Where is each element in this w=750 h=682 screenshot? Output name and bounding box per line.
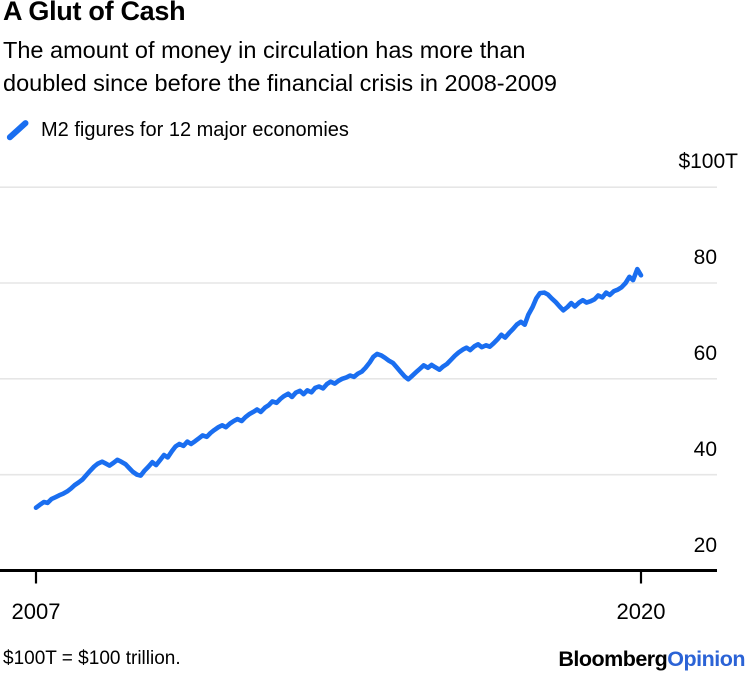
- bloomberg-opinion-logo: BloombergOpinion: [558, 646, 745, 672]
- y-axis-label-20: 20: [693, 533, 717, 557]
- y-axis-label-40: 40: [693, 437, 717, 461]
- subtitle-line-1: The amount of money in circulation has m…: [3, 37, 526, 63]
- y-axis-label-100: $100T: [678, 150, 738, 174]
- brand-bloomberg: Bloomberg: [558, 647, 668, 671]
- m2-line-series: [33, 266, 644, 511]
- subtitle-line-2: doubled since before the financial crisi…: [3, 69, 557, 96]
- y-axis-label-80: 80: [693, 246, 717, 269]
- chart-subtitle: The amount of money in circulation has m…: [3, 34, 557, 99]
- legend-series-label: M2 figures for 12 major economies: [41, 118, 349, 141]
- footnote: $100T = $100 trillion.: [3, 648, 181, 669]
- page-title: A Glut of Cash: [3, 0, 186, 26]
- brand-opinion: Opinion: [667, 647, 745, 671]
- x-axis-label-2007: 2007: [11, 599, 61, 624]
- chart-legend: M2 figures for 12 major economies: [4, 117, 349, 143]
- x-axis-label-2020: 2020: [616, 599, 666, 624]
- y-axis-label-60: 60: [693, 341, 717, 365]
